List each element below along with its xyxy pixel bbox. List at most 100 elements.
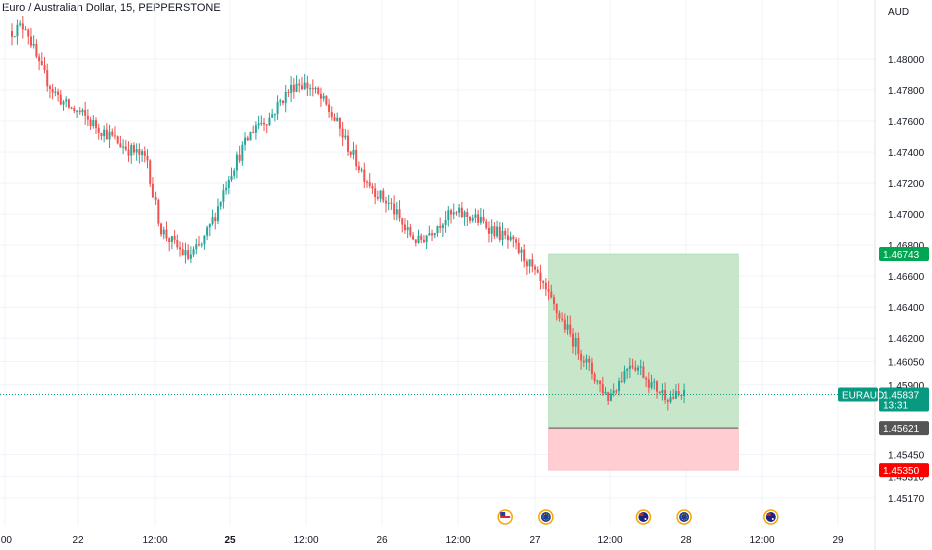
candle-body [111, 131, 114, 136]
candle-body [550, 291, 553, 298]
candle-body [146, 155, 149, 161]
candle-body [563, 319, 566, 330]
candle-body [458, 207, 461, 213]
candle-body [634, 367, 637, 371]
candle-body [73, 107, 76, 112]
candle-body [387, 202, 390, 204]
event-markers[interactable] [497, 509, 779, 525]
candle-body [553, 297, 555, 304]
stop-loss-zone[interactable] [548, 427, 739, 471]
candle-body [376, 197, 379, 199]
candle-body [571, 333, 574, 347]
price-tick-label: 1.47600 [888, 117, 925, 128]
candle-body [620, 380, 623, 382]
price-tick-label: 1.46800 [888, 241, 925, 252]
candle-body [669, 397, 672, 402]
candle-body [336, 117, 339, 121]
candle-body [384, 200, 387, 204]
au-flag-union [639, 513, 644, 516]
candle-body [127, 149, 130, 156]
candle-body [574, 337, 577, 347]
candle-body [306, 82, 309, 89]
candle-body [246, 137, 249, 141]
time-axis[interactable]: :00 22 12:00 25 12:00 26 12:00 27 12:00 28 12:00 29 [0, 535, 844, 546]
candle-body [504, 230, 507, 236]
candle-body [124, 146, 127, 150]
candle-body [496, 226, 499, 237]
candle-body [680, 395, 683, 397]
candle-body [16, 24, 19, 37]
candle-body [460, 207, 463, 218]
candle-body [322, 95, 325, 99]
candle-body [29, 36, 32, 46]
candle-body [200, 244, 203, 246]
candle-body [661, 390, 664, 393]
candle-body [113, 135, 116, 137]
price-tick-label: 1.45450 [888, 451, 925, 462]
candle-body [108, 131, 111, 140]
position-zones[interactable] [548, 253, 739, 471]
candle-body [225, 187, 228, 191]
candle-body [157, 199, 160, 224]
candle-body [197, 244, 200, 246]
candle-body [189, 254, 192, 259]
price-axis[interactable]: AUD 1.48000 1.47800 1.47600 1.47400 1.47200 1… [888, 7, 925, 505]
candle-body [330, 112, 333, 118]
take-profit-tag: 1.46743 [883, 250, 920, 261]
candle-body [479, 216, 482, 223]
candle-body [417, 235, 420, 243]
candle-body [328, 104, 331, 113]
candle-body [536, 269, 539, 273]
candle-body [333, 117, 336, 121]
candle-body [580, 353, 583, 361]
candle-body [650, 382, 653, 388]
candle-body [612, 390, 615, 394]
candle-body [482, 216, 485, 222]
price-tick-label: 1.45170 [888, 494, 925, 505]
candle-body [626, 368, 629, 371]
candle-body [498, 226, 501, 240]
candle-body [645, 378, 648, 380]
current-price-tag: 1.45837 [883, 391, 920, 402]
candle-body [222, 190, 225, 202]
candle-body [268, 117, 271, 126]
candle-body [184, 250, 187, 256]
candle-body [292, 84, 295, 92]
candle-body [539, 272, 542, 281]
candle-body [623, 370, 626, 382]
candle-body [260, 122, 263, 124]
candle-body [523, 249, 526, 262]
candle-body [609, 393, 612, 401]
candle-body [187, 250, 190, 259]
candle-body [290, 84, 293, 93]
candle-body [138, 149, 141, 155]
candle-body [436, 226, 439, 234]
candle-body [303, 82, 306, 90]
candle-body [447, 210, 450, 220]
candle-body [599, 380, 602, 384]
candle-body [170, 236, 173, 243]
candle-body [525, 261, 528, 267]
candlesticks [11, 16, 686, 411]
candle-body [141, 151, 144, 155]
au-flag-union [766, 513, 771, 516]
candle-body [59, 94, 62, 105]
candle-body [192, 249, 195, 255]
candle-body [13, 36, 16, 38]
au-flag-star [644, 518, 647, 520]
candle-body [517, 242, 520, 253]
take-profit-zone[interactable] [548, 253, 739, 429]
candle-body [382, 190, 385, 201]
candle-body [211, 217, 214, 224]
candle-body [40, 61, 43, 66]
candle-body [439, 226, 442, 228]
current-price-tag-bg [879, 387, 929, 412]
time-tick-label: 22 [72, 535, 84, 546]
candle-body [520, 249, 523, 253]
candle-body [542, 280, 545, 283]
time-tick-label: 29 [832, 535, 844, 546]
price-tick-label: 1.47000 [888, 210, 925, 221]
time-tick-label: 28 [680, 535, 692, 546]
candle-body [81, 109, 84, 113]
